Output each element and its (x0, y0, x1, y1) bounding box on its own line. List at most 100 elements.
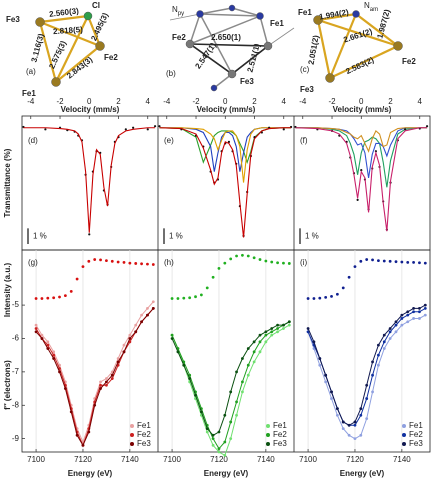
data-point (371, 258, 374, 262)
data-point (341, 427, 345, 431)
data-point (371, 360, 374, 364)
series-line (295, 127, 428, 153)
data-point (132, 126, 135, 129)
data-point (140, 262, 143, 266)
data-point (227, 140, 231, 143)
data-point (377, 259, 380, 263)
x-tick-label: 7100 (27, 455, 45, 464)
data-point (412, 260, 415, 264)
data-point (63, 387, 67, 390)
panel-label: (i) (300, 258, 307, 267)
x-tick-label: 7140 (257, 455, 275, 464)
x-tick-label: 2 (388, 97, 393, 106)
panel-label: (h) (164, 258, 174, 267)
data-point (246, 363, 250, 367)
data-point (270, 333, 274, 337)
data-point (122, 350, 126, 354)
data-point (235, 370, 238, 374)
data-point (287, 323, 291, 327)
legend-label: Fe3 (273, 439, 287, 448)
data-point (282, 327, 285, 330)
atom-label: Fe1 (22, 89, 36, 98)
data-point (377, 343, 380, 347)
data-point (116, 360, 120, 364)
data-point (388, 327, 392, 330)
chart-panel: -4 -2 0 2 4 Velocity (mm/s) (e) 1 % (157, 97, 293, 250)
data-point (211, 443, 215, 447)
data-point (406, 320, 410, 324)
data-point (205, 427, 209, 431)
legend-marker (130, 442, 134, 446)
data-point (34, 330, 38, 334)
data-point (105, 377, 108, 380)
data-point (134, 323, 138, 327)
legend-label: Fe3 (409, 439, 423, 448)
data-point (276, 327, 279, 330)
legend-marker (402, 442, 406, 446)
data-point (365, 417, 369, 421)
data-point (276, 330, 279, 334)
data-point (418, 261, 421, 265)
data-point (341, 286, 345, 290)
data-point (194, 393, 197, 397)
data-point (58, 370, 61, 374)
legend-label: Fe1 (137, 421, 151, 430)
data-point (264, 330, 268, 334)
data-point (359, 259, 363, 263)
data-point (122, 343, 126, 347)
x-tick-label: 7120 (74, 455, 92, 464)
x-tick-label: 7120 (210, 455, 228, 464)
data-point (353, 437, 357, 441)
data-point (382, 333, 386, 337)
data-point (105, 259, 108, 263)
data-point (330, 294, 333, 298)
data-point (423, 261, 427, 265)
legend-label: Fe2 (409, 430, 423, 439)
data-point (371, 373, 374, 377)
data-point (341, 420, 345, 424)
data-point (318, 357, 322, 360)
legend-marker (130, 433, 134, 437)
chart-panel: -4 -2 0 2 4 Velocity (mm/s) (d) Transmittance (… (3, 97, 157, 244)
data-point (365, 383, 369, 387)
data-point (110, 377, 114, 380)
data-point (69, 410, 73, 414)
data-point (423, 307, 427, 310)
atom-label: Fe1 (298, 8, 312, 17)
scale-bar-label: 1 % (169, 231, 183, 240)
data-point (188, 296, 192, 300)
x-axis-label: Energy (eV) (340, 469, 385, 478)
data-point (116, 260, 120, 264)
data-point (235, 413, 238, 417)
x-tick-label: 0 (359, 97, 364, 106)
series-line (23, 127, 156, 233)
data-point (264, 259, 268, 263)
atom-label: Npy (172, 5, 184, 16)
data-point (353, 420, 357, 424)
data-point (34, 323, 38, 327)
data-point (388, 337, 392, 340)
data-point (46, 340, 50, 344)
data-point (258, 340, 262, 344)
data-point (412, 317, 415, 320)
panel-label: (a) (26, 67, 36, 76)
data-point (347, 423, 351, 427)
atom-label: Cl (92, 1, 100, 10)
legend-label: Fe3 (137, 439, 151, 448)
data-point (99, 380, 102, 384)
y-tick-label: -8 (12, 400, 20, 409)
data-point (93, 403, 97, 407)
data-point (205, 286, 209, 290)
data-point (88, 233, 91, 236)
data-point (276, 261, 279, 265)
data-point (400, 323, 404, 327)
data-point (110, 373, 114, 377)
data-point (170, 297, 174, 300)
legend-marker (266, 433, 270, 437)
panel-label: (c) (300, 65, 310, 74)
data-point (116, 357, 120, 360)
legend-label: Fe2 (273, 430, 287, 439)
data-point (99, 258, 102, 262)
data-point (382, 259, 386, 263)
